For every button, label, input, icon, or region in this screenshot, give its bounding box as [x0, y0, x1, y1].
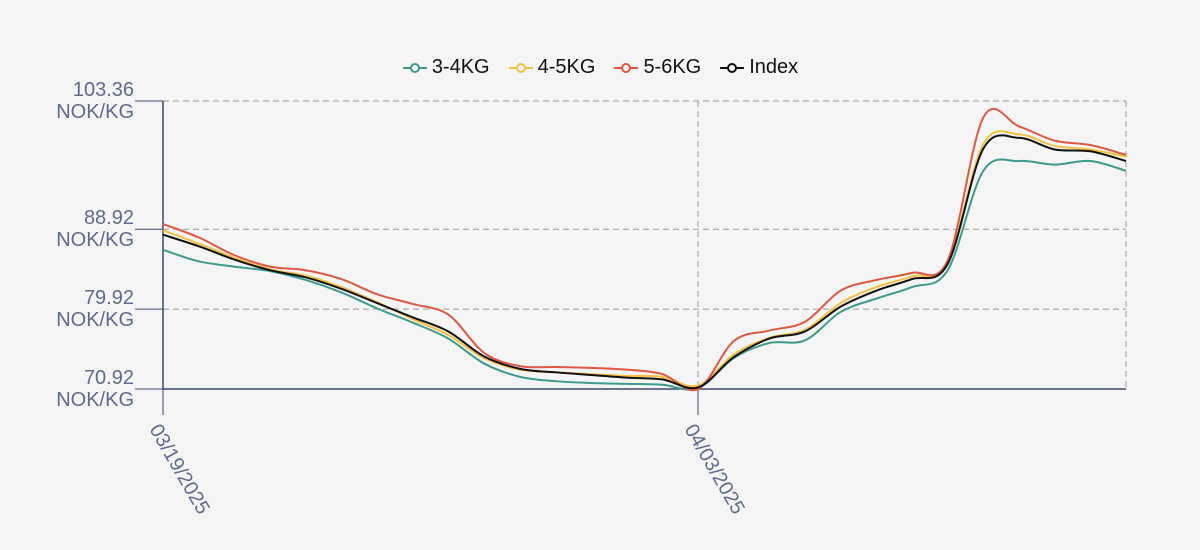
legend-icon	[508, 62, 533, 73]
legend-marker	[727, 62, 738, 73]
legend-item: Index	[719, 56, 798, 79]
legend-icon	[720, 62, 745, 73]
legend-label: 5-6KG	[643, 56, 702, 78]
legend-item: 5-6KG	[613, 56, 701, 79]
legend-item: 4-5KG	[508, 56, 596, 79]
legend-label: 3-4KG	[431, 56, 490, 78]
legend-marker	[409, 62, 420, 73]
legend-item: 3-4KG	[402, 56, 490, 79]
y-tick-label: 88.92 NOK/KG	[56, 207, 134, 252]
legend-marker	[621, 62, 632, 73]
series-line	[162, 108, 1127, 392]
series-line	[162, 130, 1127, 388]
series-line	[162, 158, 1127, 391]
x-tick-label: 04/03/2025	[680, 421, 749, 519]
y-tick-label: 103.36 NOK/KG	[56, 79, 134, 123]
legend-label: Index	[749, 56, 799, 78]
legend-icon	[402, 62, 427, 73]
y-tick-label: 70.92 NOK/KG	[56, 367, 134, 411]
legend: 3-4KG 4-5KG 5-6KG Index	[0, 56, 1200, 79]
y-tick-label: 79.92 NOK/KG	[56, 287, 134, 332]
x-tick-label: 03/19/2025	[145, 421, 214, 519]
legend-marker	[515, 62, 526, 73]
legend-label: 4-5KG	[537, 56, 596, 78]
legend-icon	[614, 62, 639, 73]
series-line	[162, 134, 1127, 390]
